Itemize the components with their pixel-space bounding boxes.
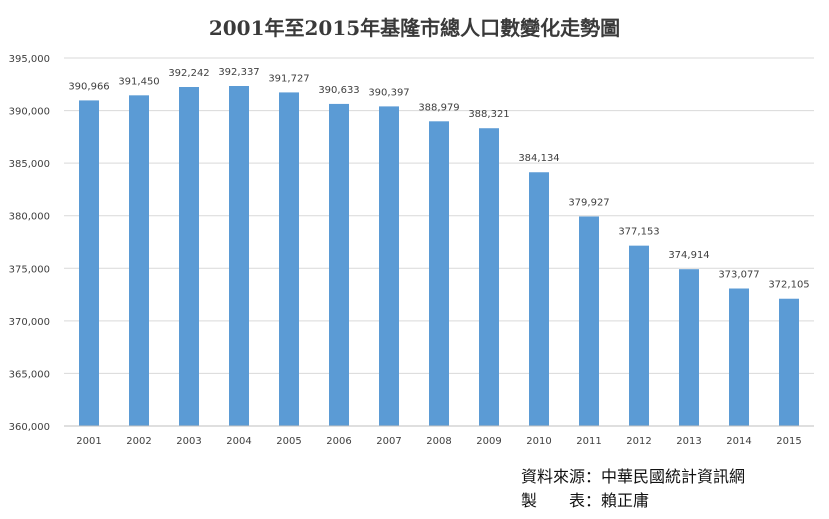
y-tick-label: 395,000 — [9, 54, 50, 65]
credit-author: 製 表：賴正庸 — [521, 491, 650, 510]
data-label: 388,321 — [468, 109, 509, 120]
x-tick-label: 2011 — [576, 436, 601, 447]
y-tick-label: 390,000 — [9, 107, 50, 118]
x-tick-label: 2013 — [676, 436, 701, 447]
data-label: 390,966 — [68, 81, 109, 92]
x-tick-label: 2010 — [526, 436, 551, 447]
bar — [429, 121, 449, 426]
bar — [79, 100, 99, 427]
data-label: 391,450 — [118, 76, 159, 87]
x-tick-label: 2005 — [276, 436, 301, 447]
x-tick-label: 2002 — [126, 436, 151, 447]
y-tick-label: 365,000 — [9, 369, 50, 380]
bar — [479, 128, 499, 426]
bar — [679, 269, 699, 426]
bar — [279, 92, 299, 426]
x-tick-label: 2014 — [726, 436, 751, 447]
y-tick-label: 380,000 — [9, 212, 50, 223]
bar — [379, 106, 399, 427]
bars — [79, 85, 799, 427]
credit-source: 資料來源：中華民國統計資訊網 — [521, 467, 746, 486]
y-tick-label: 385,000 — [9, 159, 50, 170]
data-label: 388,979 — [418, 102, 459, 113]
bar — [229, 85, 249, 426]
chart-title: 2001年至2015年基隆市總人口數變化走勢圖 — [208, 16, 621, 40]
x-tick-label: 2001 — [76, 436, 101, 447]
data-label: 373,077 — [718, 270, 759, 281]
data-label: 391,727 — [268, 73, 309, 84]
data-label: 392,242 — [168, 68, 209, 79]
x-tick-label: 2007 — [376, 436, 401, 447]
x-tick-label: 2006 — [326, 436, 351, 447]
data-label: 377,153 — [618, 227, 659, 238]
bar — [129, 95, 149, 426]
x-tick-label: 2012 — [626, 436, 651, 447]
data-labels: 390,966 391,450 392,242 392,337 391,727 390,6… — [68, 67, 809, 291]
x-tick-label: 2015 — [776, 436, 801, 447]
bar — [729, 288, 749, 426]
data-label: 372,105 — [768, 280, 809, 291]
data-label: 390,633 — [318, 85, 359, 96]
x-tick-label: 2004 — [226, 436, 251, 447]
y-tick-label: 370,000 — [9, 317, 50, 328]
x-tick-label: 2008 — [426, 436, 451, 447]
data-label: 392,337 — [218, 67, 259, 78]
y-tick-label: 360,000 — [9, 422, 50, 433]
bar — [329, 103, 349, 426]
data-label: 379,927 — [568, 197, 609, 208]
y-axis-ticks: 360,000 365,000 370,000 375,000 380,000 385,0… — [9, 54, 50, 433]
x-axis-ticks: 2001 2002 2003 2004 2005 2006 2007 2008 2009 2010… — [76, 436, 801, 447]
y-tick-label: 375,000 — [9, 264, 50, 275]
bar — [629, 245, 649, 426]
bar — [779, 298, 799, 426]
x-tick-label: 2003 — [176, 436, 201, 447]
bar — [179, 86, 199, 426]
bar — [579, 216, 599, 426]
bar — [529, 172, 549, 426]
data-label: 390,397 — [368, 87, 409, 98]
data-label: 374,914 — [668, 250, 709, 261]
data-label: 384,134 — [518, 153, 559, 164]
x-tick-label: 2009 — [476, 436, 501, 447]
